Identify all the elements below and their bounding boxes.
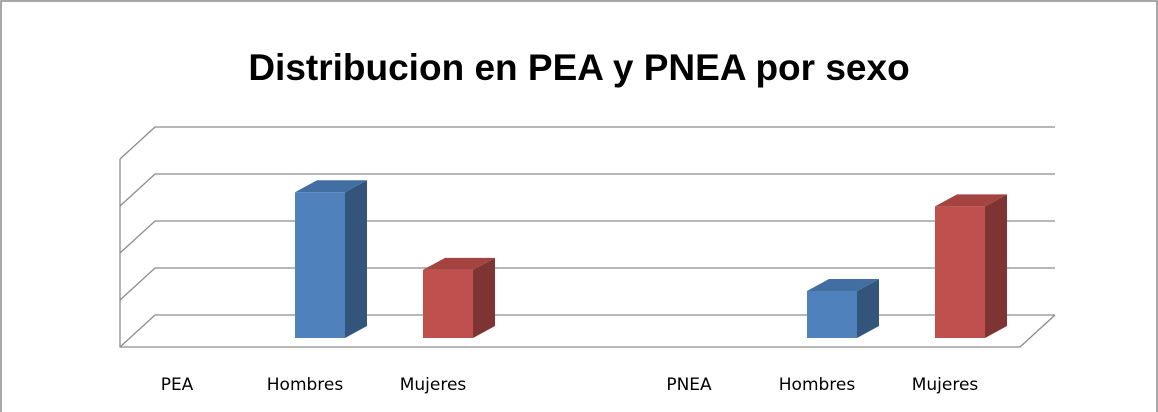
bar-side [985, 194, 1007, 338]
bar-side [473, 257, 495, 338]
bar-top [423, 257, 495, 270]
x-tick-label: Hombres [779, 375, 856, 395]
grid-line [119, 220, 1055, 254]
x-tick-label: Mujeres [400, 375, 467, 395]
bar [807, 279, 879, 338]
bar-top [935, 194, 1007, 207]
x-tick-label: PNEA [666, 375, 712, 395]
bar-side [857, 279, 879, 338]
bar-front [935, 206, 985, 338]
bar-side [345, 180, 367, 338]
grid-line [119, 126, 1055, 160]
grid-line [119, 267, 1055, 301]
x-tick-label: Mujeres [912, 375, 979, 395]
bar-front [423, 269, 473, 338]
floor-edge [119, 159, 1056, 348]
grid-line [119, 173, 1055, 207]
bar-top [295, 180, 367, 193]
bar [935, 194, 1007, 338]
bar-top [807, 279, 879, 291]
x-tick-label: Hombres [267, 375, 344, 395]
chart-title: Distribucion en PEA y PNEA por sexo [248, 47, 909, 88]
x-tick-label: PEA [161, 375, 194, 395]
bar [423, 257, 495, 338]
bar-front [295, 192, 345, 338]
grid-line [119, 314, 1055, 348]
bar-front [807, 291, 857, 338]
bar [295, 180, 367, 338]
